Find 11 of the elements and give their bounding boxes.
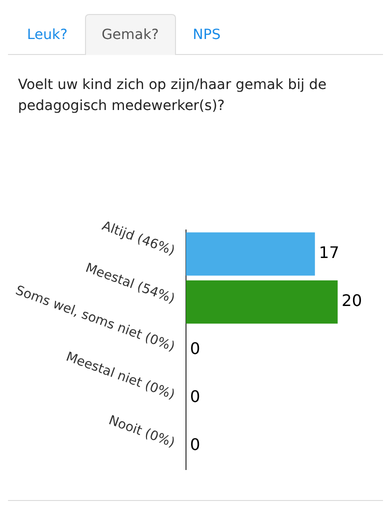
- data-label: 0: [190, 435, 200, 454]
- data-label: 0: [190, 339, 200, 358]
- text: Leuk?: [26, 26, 69, 45]
- data-label: 0: [190, 387, 200, 406]
- data-label: 17: [318, 243, 340, 262]
- y-tick-label: Altijd (46%): [100, 218, 177, 259]
- y-tick-label: Nooit (0%): [106, 413, 177, 451]
- text: NPS: [192, 26, 222, 45]
- text: Gemak?: [84, 14, 176, 55]
- data-label: 20: [342, 291, 362, 310]
- chart-title: Voelt uw kind zich op zijn/haar gemak bij de pedagogisch medewerker(s)?: [18, 76, 328, 116]
